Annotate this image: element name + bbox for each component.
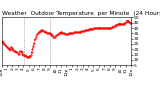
Title: Milwaukee Weather  Outdoor Temperature  per Minute  (24 Hours): Milwaukee Weather Outdoor Temperature pe… (0, 11, 160, 16)
